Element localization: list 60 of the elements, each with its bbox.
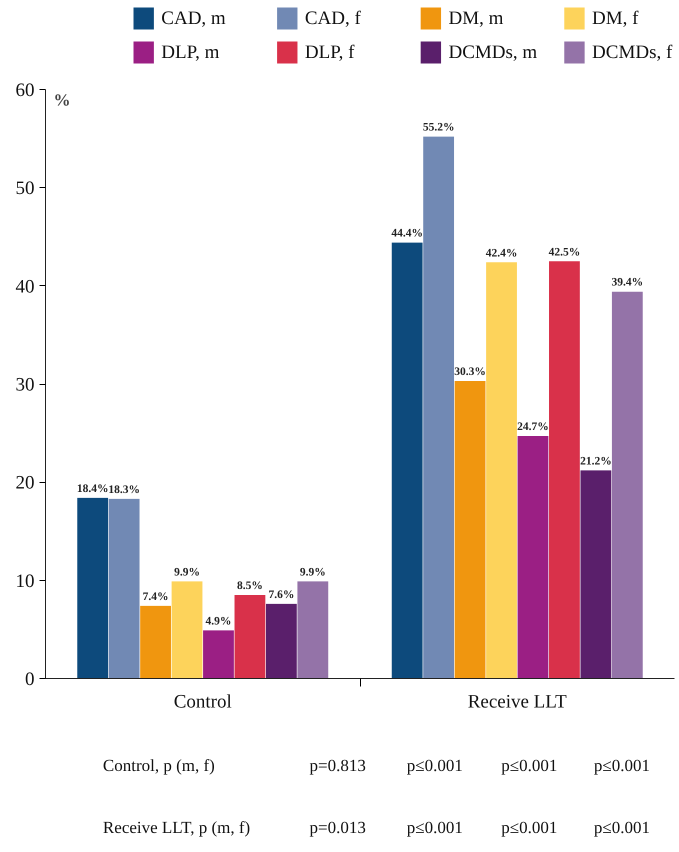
text: p≤0.001 [406, 818, 463, 837]
y-axis-title: % [54, 90, 70, 110]
legend-label: DM, m [448, 8, 504, 29]
bar [580, 470, 612, 678]
legend-label: DCMDs, f [592, 42, 673, 63]
text: Control, p (m, f) [102, 756, 215, 775]
text: p≤0.001 [594, 818, 650, 837]
data-label: 24.7% [517, 421, 549, 434]
bar [454, 381, 486, 678]
data-label: 21.2% [580, 455, 612, 468]
text: p≤0.001 [501, 818, 558, 837]
data-label: 18.4% [76, 482, 108, 495]
data-label: 18.3% [108, 484, 140, 496]
bar [486, 262, 517, 678]
data-label: 7.4% [142, 590, 169, 603]
legend-label: CAD, f [304, 8, 362, 29]
bar [612, 292, 643, 678]
data-label: 42.4% [486, 247, 518, 260]
y-tick-label: 40 [16, 276, 34, 298]
data-label: 42.5% [548, 246, 580, 258]
data-label: 9.9% [174, 566, 200, 578]
bar [392, 242, 423, 678]
y-tick-label: 50 [16, 178, 34, 200]
legend-label: DLP, m [161, 42, 220, 63]
text: p≤0.001 [406, 756, 463, 775]
bar [549, 261, 580, 678]
data-label: 8.5% [236, 580, 263, 592]
data-label: 44.4% [391, 228, 423, 240]
legend-label: DM, f [592, 8, 640, 29]
bar [266, 604, 297, 678]
bar [77, 498, 108, 678]
legend-label: CAD, m [161, 8, 226, 29]
bar [518, 436, 548, 678]
bar [234, 595, 266, 678]
legend-label: DCMDs, m [448, 42, 538, 63]
bar [423, 136, 454, 678]
data-label: 9.9% [300, 566, 326, 578]
data-label: 30.3% [454, 366, 486, 378]
x-tick-label: Receive LLT [468, 692, 568, 712]
data-label: 39.4% [612, 276, 644, 289]
bar [140, 606, 171, 678]
text: p=0.813 [310, 756, 366, 775]
text: p=0.013 [310, 818, 366, 837]
data-label: 4.9% [206, 615, 232, 628]
text: p≤0.001 [594, 756, 650, 775]
x-tick-label: Control [174, 692, 232, 712]
bar [297, 581, 328, 678]
legend-label: DLP, f [304, 42, 356, 63]
y-tick-label: 10 [16, 570, 34, 592]
data-label: 7.6% [268, 588, 294, 601]
data-label: 55.2% [422, 122, 454, 134]
bar [203, 630, 234, 678]
y-tick-label: 60 [16, 80, 34, 101]
bar [108, 498, 140, 678]
text: p≤0.001 [501, 756, 558, 775]
y-tick-label: 0 [25, 669, 34, 690]
text: Receive LLT, p (m, f) [102, 818, 250, 837]
y-tick-label: 20 [16, 472, 34, 494]
bar [172, 581, 202, 678]
y-tick-label: 30 [16, 374, 34, 396]
